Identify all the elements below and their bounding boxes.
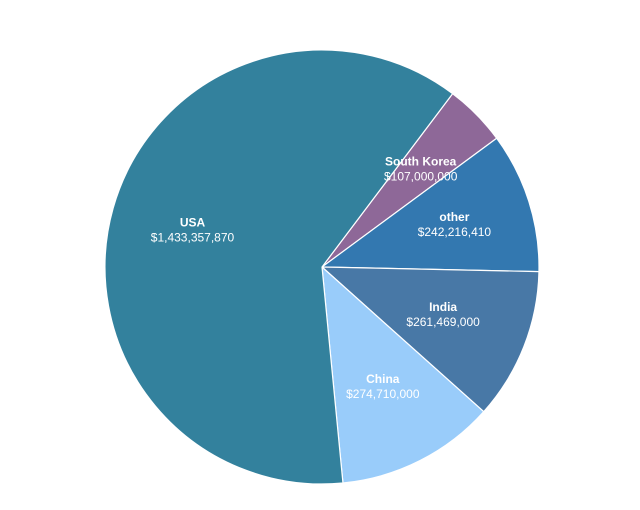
slice-label-value: $261,469,000 xyxy=(406,315,480,329)
slice-label-name: China xyxy=(366,372,400,386)
slice-label-name: South Korea xyxy=(385,154,457,168)
slice-label-value: $242,216,410 xyxy=(418,225,492,239)
pie-slice-usa[interactable] xyxy=(104,49,454,485)
slice-label-name: USA xyxy=(180,216,206,230)
slice-label-value: $1,433,357,870 xyxy=(151,231,235,245)
slice-label-name: other xyxy=(439,210,469,224)
labels-layer: South Korea$107,000,000 other$242,216,410… xyxy=(151,154,492,401)
slice-label-value: $107,000,000 xyxy=(384,169,458,183)
pie-slice-other[interactable] xyxy=(320,137,540,273)
slices-layer xyxy=(104,49,540,485)
pie-slice-china[interactable] xyxy=(321,265,485,484)
slice-label-value: $274,710,000 xyxy=(346,387,420,401)
slice-label-name: India xyxy=(429,300,457,314)
pie-slice-india[interactable] xyxy=(320,266,540,413)
